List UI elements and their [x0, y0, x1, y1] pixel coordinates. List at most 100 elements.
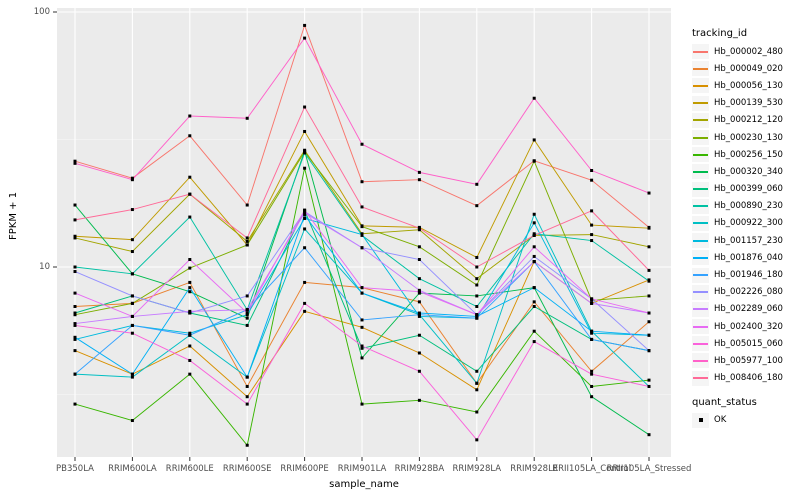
legend-entry: Hb_001946_180	[692, 266, 798, 283]
data-point	[475, 369, 479, 373]
data-point	[417, 245, 421, 249]
data-point	[303, 129, 307, 133]
quant-status-label: OK	[714, 415, 727, 426]
data-point	[303, 166, 307, 170]
x-tick-label: RRIM600LE	[165, 464, 214, 474]
legend-entry-label: Hb_002226_080	[714, 287, 783, 298]
legend-key-swatch	[692, 95, 709, 111]
data-point	[245, 116, 249, 120]
y-tick-label: 10	[39, 261, 50, 272]
data-point	[188, 333, 192, 337]
data-point	[188, 309, 192, 313]
data-point	[417, 313, 421, 317]
data-point	[73, 313, 77, 317]
data-point	[590, 233, 594, 237]
data-point	[130, 294, 134, 298]
data-point	[647, 191, 651, 195]
data-point	[475, 265, 479, 269]
data-point	[475, 277, 479, 281]
legend-line-icon	[693, 377, 708, 380]
data-point	[360, 344, 364, 348]
data-point	[303, 280, 307, 284]
legend-line-icon	[693, 136, 708, 139]
data-point	[360, 246, 364, 250]
data-point	[417, 333, 421, 337]
data-point	[360, 356, 364, 360]
data-point	[590, 178, 594, 182]
data-point	[245, 239, 249, 243]
data-point	[532, 305, 536, 308]
data-point	[417, 314, 421, 318]
data-point	[245, 203, 249, 207]
data-point	[360, 291, 364, 295]
legend-entry-label: Hb_002400_320	[714, 321, 783, 332]
data-point	[245, 311, 249, 315]
data-point	[188, 192, 192, 196]
data-point	[245, 375, 249, 379]
data-point	[475, 316, 479, 320]
legend-entry: Hb_000230_130	[692, 129, 798, 146]
data-point	[475, 283, 479, 287]
data-point	[590, 329, 594, 333]
legend-entry: Hb_000139_530	[692, 95, 798, 112]
legend-entry-label: Hb_000230_130	[714, 132, 783, 143]
data-point	[532, 340, 536, 344]
data-point	[532, 286, 536, 290]
data-point	[73, 323, 77, 327]
data-point	[360, 225, 364, 229]
quant-status-key	[692, 412, 709, 428]
data-point	[475, 313, 479, 317]
y-tick-label: 100	[33, 6, 50, 17]
legend-entries: Hb_000002_480 Hb_000049_020 Hb_000056_130 H…	[692, 43, 798, 387]
data-point	[188, 280, 192, 284]
data-point	[130, 301, 134, 305]
data-point	[245, 323, 249, 327]
legend-line-icon	[693, 291, 708, 294]
data-point	[647, 320, 651, 324]
legend-line-icon	[693, 308, 708, 311]
y-axis-title: FPKM + 1	[8, 191, 19, 240]
data-point	[532, 221, 536, 225]
legend-entry: Hb_000256_150	[692, 146, 798, 163]
data-point	[73, 203, 77, 207]
data-point	[188, 331, 192, 335]
legend-entry: Hb_001876_040	[692, 249, 798, 266]
data-point	[417, 226, 421, 230]
data-point	[73, 161, 77, 165]
data-point	[245, 443, 249, 447]
data-point	[130, 250, 134, 254]
legend: tracking_id Hb_000002_480 Hb_000049_020 Hb…	[692, 28, 798, 429]
data-point	[590, 369, 594, 373]
data-point	[417, 398, 421, 402]
data-point	[303, 227, 307, 231]
data-point	[73, 372, 77, 376]
data-point	[360, 180, 364, 184]
legend-entry: Hb_005015_060	[692, 335, 798, 352]
data-point	[475, 294, 479, 298]
x-tick-label: PB350LA	[56, 464, 94, 474]
legend-entry-label: Hb_001946_180	[714, 270, 783, 281]
legend-entry-label: Hb_000399_060	[714, 184, 783, 195]
legend-entry-label: Hb_000212_120	[714, 115, 783, 126]
data-point	[245, 236, 249, 240]
data-point	[590, 337, 594, 341]
legend-line-icon	[693, 102, 708, 105]
data-point	[73, 337, 77, 341]
legend-entry: Hb_002226_080	[692, 284, 798, 301]
data-point	[532, 300, 536, 304]
data-point	[417, 258, 421, 262]
data-point	[360, 286, 364, 290]
data-point	[130, 419, 134, 423]
legend-line-icon	[693, 153, 708, 156]
panel-background	[57, 8, 671, 457]
legend-key-swatch	[692, 61, 709, 77]
data-point	[188, 175, 192, 179]
data-point	[532, 212, 536, 216]
legend-line-icon	[693, 274, 708, 277]
data-point	[188, 258, 192, 262]
data-point	[417, 351, 421, 355]
legend-line-icon	[693, 67, 708, 70]
x-tick-label: RRIM600SE	[222, 464, 272, 474]
